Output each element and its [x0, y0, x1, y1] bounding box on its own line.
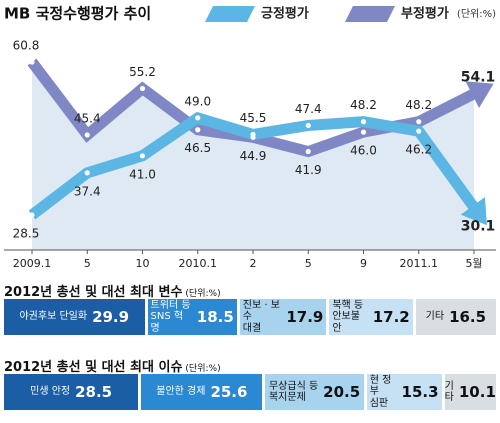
value-label: 46.2 — [405, 143, 432, 157]
value-label: 54.1 — [461, 70, 496, 86]
stacked-bar: 민생 안정 28.5 불안한 경제 25.6 무상급식 등 복지문제 20.5 현 정부 심… — [4, 374, 496, 410]
unit-label: (단위:%) — [457, 7, 496, 20]
legend-label: 부정평가 — [401, 6, 449, 22]
point — [29, 59, 35, 65]
value-label: 45.4 — [74, 111, 101, 125]
stacked-bar: 야권후보 단일화 29.9 트위터 등 SNS 혁명 18.5 진보 · 보수 대결 17… — [4, 299, 496, 335]
segment-value: 25.6 — [210, 383, 248, 401]
segment-label: 무상급식 등 복지문제 — [268, 380, 319, 404]
x-tick-label: 2009.1 — [13, 257, 52, 270]
x-tick-label: 5월 — [465, 257, 482, 270]
legend-swatch — [205, 6, 255, 22]
bar-segment: 불안한 경제 25.6 — [141, 374, 263, 410]
bar-segment: 기타 16.5 — [415, 299, 496, 335]
point — [84, 170, 90, 176]
unit-label: (단위:%) — [185, 364, 221, 374]
value-label: 45.5 — [240, 111, 267, 125]
point — [195, 115, 201, 121]
section-title-text: 2012년 총선 및 대선 최대 이슈 — [4, 360, 183, 375]
legend-label: 긍정평가 — [261, 6, 309, 22]
bar-segment: 야권후보 단일화 29.9 — [4, 299, 145, 335]
bar-segment: 북핵 등 안보불안 17.2 — [329, 299, 413, 335]
value-label: 37.4 — [74, 184, 101, 198]
segment-value: 18.5 — [196, 308, 234, 326]
section-title-text: 2012년 총선 및 대선 최대 변수 — [4, 285, 183, 300]
point — [195, 127, 201, 133]
value-label: 28.5 — [13, 227, 40, 241]
value-label: 60.8 — [13, 39, 40, 53]
bar-segment: 기타 10.1 — [444, 374, 496, 410]
value-label: 48.2 — [350, 98, 377, 112]
value-label: 46.0 — [350, 144, 377, 158]
point — [416, 128, 422, 134]
bar-segment: 진보 · 보수 대결 17.9 — [239, 299, 327, 335]
bar-segment: 민생 안정 28.5 — [4, 374, 139, 410]
value-label: 47.4 — [295, 102, 322, 116]
value-label: 49.0 — [184, 94, 211, 108]
segment-value: 10.1 — [458, 383, 496, 401]
segment-label: 불안한 경제 — [156, 386, 206, 398]
unit-label: (단위:%) — [185, 289, 221, 299]
segment-label: 북핵 등 안보불안 — [332, 299, 364, 334]
segment-value: 28.5 — [75, 383, 113, 401]
section-title: 2012년 총선 및 대선 최대 변수 (단위:%) — [4, 281, 221, 300]
segment-label: 기타 — [444, 380, 454, 404]
value-label: 48.2 — [405, 98, 432, 112]
x-tick-label: 2 — [250, 257, 257, 270]
segment-value: 15.3 — [401, 383, 439, 401]
segment-value: 17.9 — [286, 308, 324, 326]
x-tick-label: 9 — [360, 257, 367, 270]
value-label: 41.0 — [129, 167, 156, 181]
segment-value: 29.9 — [92, 308, 130, 326]
area — [32, 62, 474, 250]
point — [139, 153, 146, 159]
bar-segment: 현 정부 심판 15.3 — [366, 374, 442, 410]
value-label: 55.2 — [129, 65, 156, 79]
point — [360, 129, 367, 135]
x-tick-label: 5 — [305, 257, 312, 270]
section-title: 2012년 총선 및 대선 최대 이슈 (단위:%) — [4, 356, 221, 375]
x-tick-label: 10 — [136, 257, 150, 270]
point — [29, 212, 35, 218]
x-tick-label: 5 — [84, 257, 91, 270]
point — [305, 148, 311, 155]
point — [250, 131, 256, 138]
point — [360, 119, 367, 125]
segment-label: 야권후보 단일화 — [19, 311, 88, 323]
bar-segment: 트위터 등 SNS 혁명 18.5 — [147, 299, 237, 335]
legend-swatch — [345, 6, 395, 22]
segment-label: 기타 — [425, 311, 445, 323]
point — [84, 132, 90, 138]
segment-label: 트위터 등 SNS 혁명 — [150, 299, 191, 334]
value-label: 41.9 — [295, 163, 322, 177]
segment-label: 민생 안정 — [30, 386, 71, 398]
bar-segment: 무상급식 등 복지문제 20.5 — [265, 374, 364, 410]
point — [416, 119, 422, 125]
value-label: 46.5 — [184, 141, 211, 155]
chart-title: MB 국정수행평가 추이 — [4, 5, 151, 23]
segment-value: 16.5 — [449, 308, 487, 326]
segment-label: 진보 · 보수 대결 — [242, 299, 280, 334]
segment-value: 17.2 — [372, 308, 410, 326]
value-label: 44.9 — [240, 149, 267, 163]
value-label: 30.1 — [461, 218, 496, 234]
point — [139, 85, 146, 92]
line-chart: MB 국정수행평가 추이 긍정평가 부정평가 (단위:%) 2009.1 5 10 2010.… — [4, 5, 496, 270]
point — [305, 122, 311, 129]
segment-label: 현 정부 심판 — [369, 374, 392, 409]
x-tick-label: 2011.1 — [400, 257, 439, 270]
x-tick-label: 2010.1 — [179, 257, 218, 270]
segment-value: 20.5 — [323, 383, 361, 401]
